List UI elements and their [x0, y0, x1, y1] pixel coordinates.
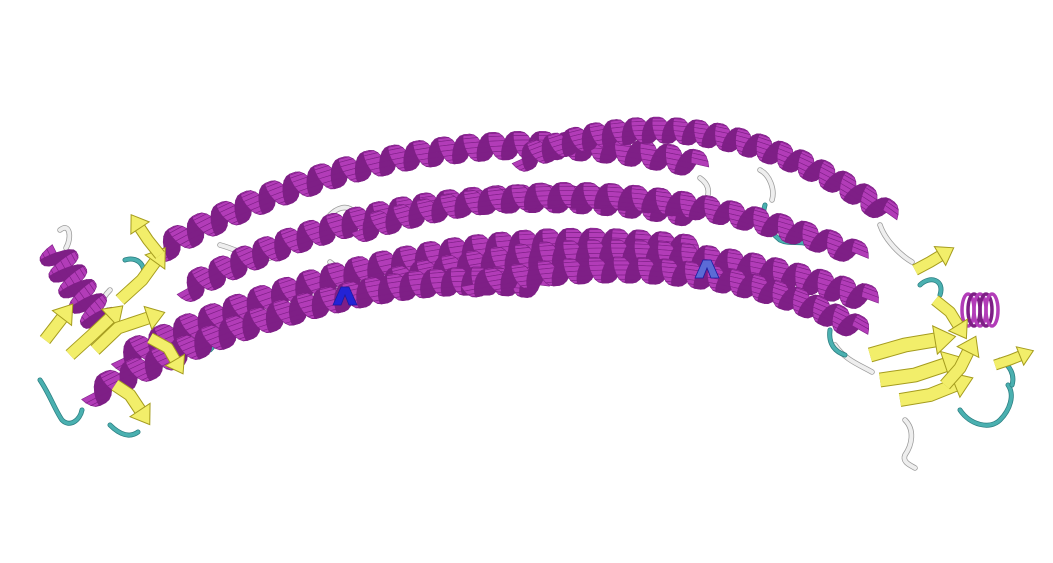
helix-segment — [513, 135, 531, 140]
beta-strand-right-6 — [995, 347, 1033, 365]
helix-segment — [613, 261, 630, 265]
coil-tube — [904, 420, 915, 468]
strand-body — [120, 262, 155, 300]
beta-strand-left-5 — [131, 215, 160, 255]
helix-segment — [548, 200, 565, 205]
helix-segment — [601, 275, 618, 279]
beta-strand-right-1 — [870, 326, 956, 355]
beta-strand-right-5 — [915, 247, 954, 270]
beta-strand-left-6 — [115, 385, 150, 425]
helix-segment — [652, 118, 666, 121]
strand-body — [880, 365, 945, 380]
strand-body — [915, 256, 940, 270]
coil-tube — [835, 345, 872, 372]
helix-segment — [571, 200, 588, 204]
strand-body — [995, 356, 1020, 365]
beta-strand-left-1 — [45, 304, 73, 340]
helix-segment — [587, 244, 604, 249]
helix-segment — [566, 229, 581, 233]
strand-body — [935, 300, 958, 325]
strand-body — [115, 385, 140, 410]
helix-segment — [559, 186, 576, 190]
helix-segment — [589, 229, 604, 233]
helix-segment — [611, 244, 628, 249]
strand-body — [45, 318, 62, 340]
helix-segment — [559, 183, 574, 186]
